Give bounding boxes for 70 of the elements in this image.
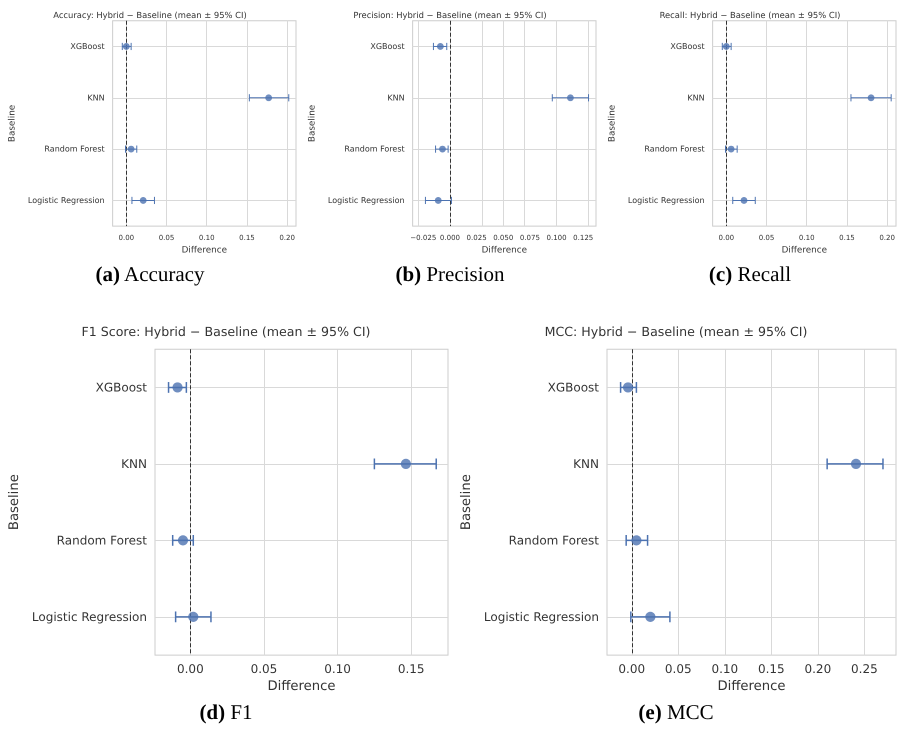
x-axis-title: Difference	[182, 246, 227, 256]
x-tick-label: 0.20	[804, 662, 832, 676]
chart-title: F1 Score: Hybrid − Baseline (mean ± 95% CI)	[82, 324, 370, 339]
y-tick-label: Random Forest	[44, 144, 105, 154]
point	[439, 146, 446, 153]
point	[434, 197, 442, 204]
point	[850, 458, 862, 470]
y-tick-label: KNN	[387, 93, 405, 102]
point	[868, 94, 874, 102]
chart-title: Accuracy: Hybrid − Baseline (mean ± 95% CI)	[53, 10, 247, 20]
y-tick-label: Random Forest	[508, 533, 600, 548]
y-tick-label: XGBoost	[670, 42, 705, 51]
x-tick-label: 0.10	[324, 662, 351, 676]
point	[728, 146, 735, 153]
x-tick-label: 0.05	[250, 662, 278, 676]
y-tick-label: KNN	[573, 456, 600, 471]
chart-title: Precision: Hybrid − Baseline (mean ± 95% CI)	[353, 10, 547, 20]
text: (a) Accuracy	[94, 262, 206, 287]
y-tick-label: Logistic Regression	[32, 610, 148, 624]
point	[740, 197, 748, 204]
y-tick-label: Random Forest	[644, 144, 705, 154]
y-tick-label: KNN	[687, 93, 705, 102]
point	[722, 43, 730, 50]
y-tick-label: Logistic Regression	[28, 196, 105, 205]
y-tick-label: Logistic Regression	[484, 610, 600, 624]
x-tick-label: 0.10	[711, 662, 738, 676]
point	[128, 146, 135, 153]
y-tick-label: KNN	[121, 456, 148, 471]
y-tick-label: XGBoost	[96, 380, 148, 394]
x-tick-label: 0.00	[618, 662, 646, 676]
point	[400, 458, 411, 470]
chart-title: Recall: Hybrid − Baseline (mean ± 95% CI)	[660, 10, 840, 20]
point	[567, 94, 574, 102]
point	[631, 535, 642, 546]
y-tick-label: Logistic Regression	[328, 196, 405, 205]
chart-title: MCC: Hybrid − Baseline (mean ± 95% CI)	[544, 324, 808, 339]
y-tick-label: Random Forest	[56, 533, 148, 548]
point	[122, 43, 130, 50]
y-axis-title: Baseline	[608, 104, 618, 142]
point	[178, 535, 188, 546]
y-axis-title: Baseline	[459, 474, 474, 530]
y-tick-label: XGBoost	[548, 380, 600, 394]
x-axis-title: Difference	[268, 679, 336, 694]
text: (d) F1	[198, 700, 254, 725]
point	[188, 612, 198, 622]
y-tick-label: Logistic Regression	[628, 196, 705, 205]
x-tick-label: 0.15	[758, 662, 785, 676]
y-tick-label: Random Forest	[344, 144, 405, 154]
text: (c) Recall	[708, 262, 792, 287]
y-tick-label: XGBoost	[70, 42, 105, 51]
text: (b) Precision	[394, 262, 506, 287]
y-tick-label: KNN	[87, 93, 105, 102]
x-axis-title: Difference	[718, 679, 786, 694]
x-axis-title: Difference	[482, 246, 527, 256]
x-axis-title: Difference	[782, 246, 827, 256]
y-tick-label: XGBoost	[370, 42, 405, 51]
x-tick-label: 0.25	[851, 662, 878, 676]
point	[265, 94, 272, 102]
x-tick-label: 0.05	[664, 662, 692, 676]
point	[436, 43, 444, 50]
y-axis-title: Baseline	[7, 474, 22, 530]
y-axis-title: Baseline	[308, 104, 318, 142]
point	[622, 382, 634, 393]
text: (e) MCC	[637, 700, 715, 725]
point	[172, 382, 183, 393]
point	[645, 612, 656, 622]
point	[140, 197, 147, 204]
x-tick-label: 0.00	[176, 662, 204, 676]
x-tick-label: 0.15	[398, 662, 425, 676]
y-axis-title: Baseline	[8, 104, 18, 142]
